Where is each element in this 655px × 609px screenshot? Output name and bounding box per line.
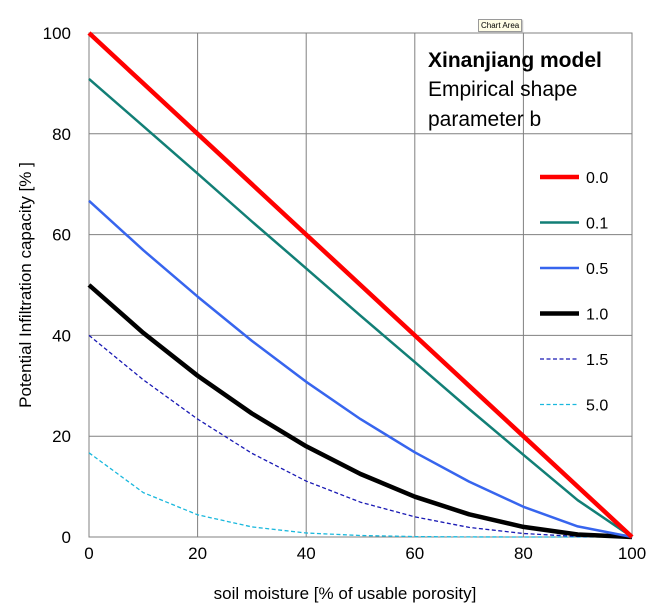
chart-title-line-3: parameter b (428, 108, 541, 131)
y-tick-label: 20 (52, 427, 71, 446)
x-tick-label: 20 (188, 544, 207, 563)
legend-label: 5.0 (586, 398, 608, 415)
y-tick-label: 40 (52, 326, 71, 345)
series-line-0-5 (88, 199, 633, 539)
chart-title-line-1: Xinanjiang model (428, 49, 602, 72)
legend-item-1-5: 1.5 (540, 352, 608, 369)
x-axis-title: soil moisture [% of usable porosity] (214, 584, 477, 603)
legend-label: 1.0 (586, 307, 608, 324)
y-tick-label: 60 (52, 226, 71, 245)
legend-label: 0.5 (586, 261, 608, 278)
chart-title: Xinanjiang model Empirical shape paramet… (428, 49, 602, 131)
legend-item-0-1: 0.1 (540, 216, 608, 233)
y-tick-label: 0 (62, 528, 71, 547)
chart-area-tooltip: Chart Area (478, 19, 523, 32)
y-tick-label: 80 (52, 125, 71, 144)
series-line-1-5 (88, 334, 633, 538)
series-line-5-0 (88, 452, 632, 538)
x-tick-label: 100 (618, 544, 646, 563)
legend-label: 0.1 (586, 216, 608, 233)
legend-item-5-0: 5.0 (540, 398, 608, 415)
x-tick-label: 80 (514, 544, 533, 563)
x-axis-ticks: 0 20 40 60 80 100 (84, 544, 646, 563)
series-line-0-0 (87, 31, 634, 539)
y-axis-title: Potential Infiltration capacity [% ] (16, 162, 35, 408)
series-lines (87, 31, 634, 540)
chart-title-line-2: Empirical shape (428, 78, 577, 101)
legend: 0.0 0.1 0.5 1.0 1.5 5.0 (540, 170, 608, 415)
series-line-0-1 (88, 77, 633, 539)
legend-label: 1.5 (586, 352, 608, 369)
legend-item-0-5: 0.5 (540, 261, 608, 278)
y-axis-ticks: 0 20 40 60 80 100 (43, 24, 71, 547)
x-tick-label: 0 (84, 544, 93, 563)
legend-item-1-0: 1.0 (540, 307, 608, 324)
series-line-1-0 (87, 283, 633, 540)
x-tick-label: 60 (405, 544, 424, 563)
legend-item-0-0: 0.0 (540, 170, 608, 187)
legend-label: 0.0 (586, 170, 608, 187)
x-tick-label: 40 (297, 544, 316, 563)
y-tick-label: 100 (43, 24, 71, 43)
